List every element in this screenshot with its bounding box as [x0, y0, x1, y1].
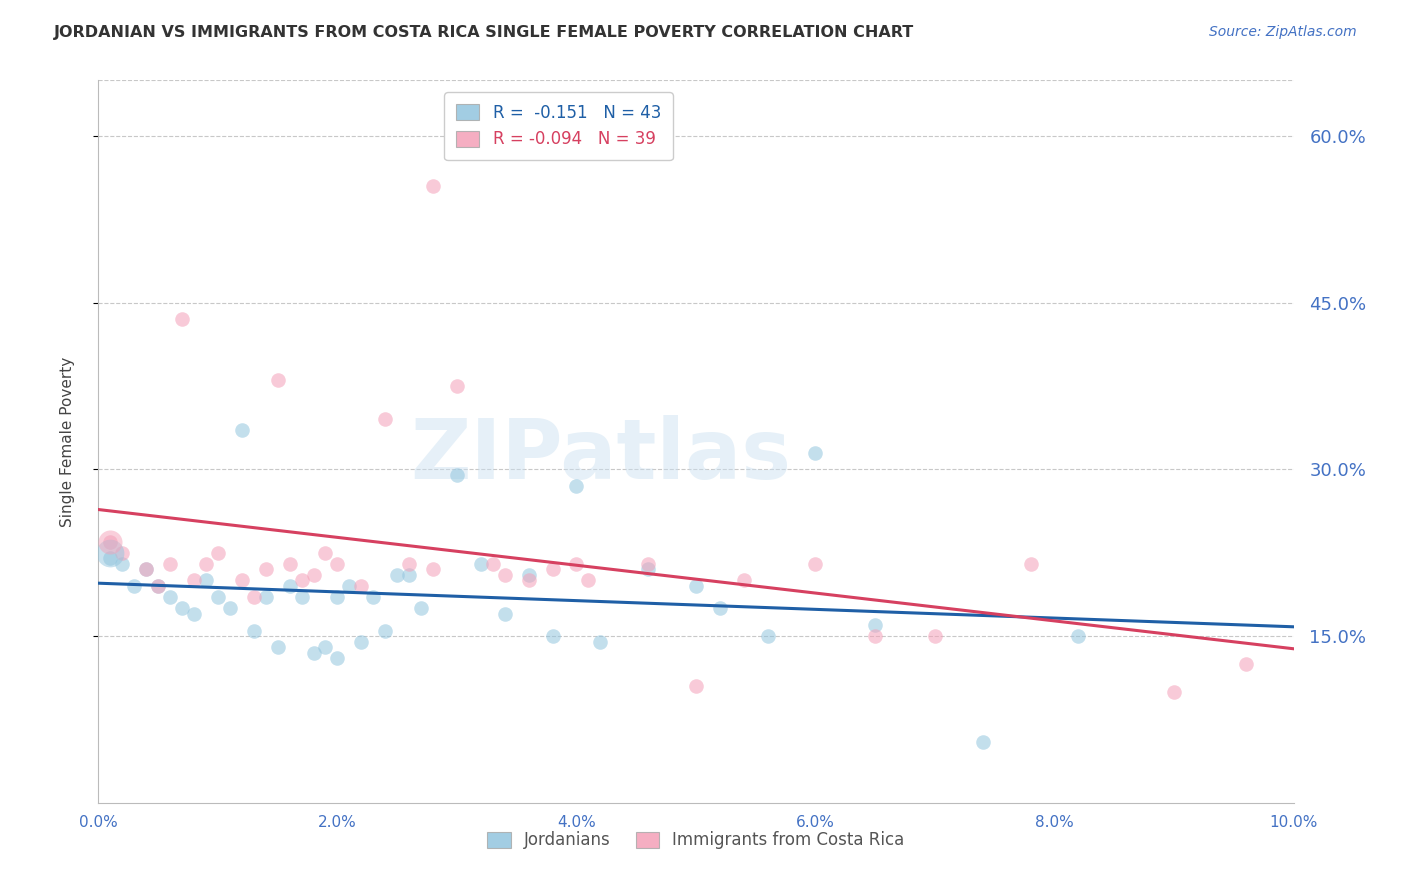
- Point: [159, 557, 181, 571]
- Point: [578, 574, 600, 588]
- Point: [302, 568, 325, 582]
- Point: [98, 534, 122, 549]
- Point: [148, 579, 170, 593]
- Point: [446, 467, 468, 482]
- Point: [231, 574, 253, 588]
- Point: [98, 546, 122, 560]
- Point: [422, 562, 444, 576]
- Point: [565, 479, 588, 493]
- Point: [685, 579, 707, 593]
- Point: [517, 568, 540, 582]
- Point: [1234, 657, 1257, 671]
- Point: [972, 734, 994, 748]
- Point: [541, 562, 564, 576]
- Point: [219, 601, 242, 615]
- Point: [865, 618, 887, 632]
- Point: [637, 562, 659, 576]
- Point: [422, 178, 444, 193]
- Point: [350, 634, 373, 648]
- Point: [398, 568, 420, 582]
- Point: [565, 557, 588, 571]
- Point: [374, 624, 396, 638]
- Point: [804, 445, 827, 459]
- Point: [267, 373, 290, 387]
- Point: [482, 557, 505, 571]
- Point: [302, 646, 325, 660]
- Point: [135, 562, 157, 576]
- Point: [804, 557, 827, 571]
- Point: [111, 546, 134, 560]
- Point: [494, 607, 516, 621]
- Point: [363, 590, 385, 604]
- Point: [291, 590, 314, 604]
- Point: [398, 557, 420, 571]
- Point: [709, 601, 731, 615]
- Text: ZIPatlas: ZIPatlas: [411, 416, 790, 497]
- Point: [254, 562, 277, 576]
- Point: [517, 574, 540, 588]
- Point: [446, 379, 468, 393]
- Point: [207, 590, 229, 604]
- Point: [278, 579, 301, 593]
- Point: [374, 412, 396, 426]
- Point: [685, 679, 707, 693]
- Point: [589, 634, 612, 648]
- Point: [637, 557, 659, 571]
- Text: Source: ZipAtlas.com: Source: ZipAtlas.com: [1209, 25, 1357, 39]
- Point: [183, 574, 205, 588]
- Point: [541, 629, 564, 643]
- Point: [243, 624, 266, 638]
- Point: [98, 551, 122, 566]
- Point: [207, 546, 229, 560]
- Point: [183, 607, 205, 621]
- Point: [243, 590, 266, 604]
- Point: [411, 601, 433, 615]
- Point: [195, 574, 218, 588]
- Point: [172, 312, 194, 326]
- Text: JORDANIAN VS IMMIGRANTS FROM COSTA RICA SINGLE FEMALE POVERTY CORRELATION CHART: JORDANIAN VS IMMIGRANTS FROM COSTA RICA …: [53, 25, 914, 40]
- Point: [172, 601, 194, 615]
- Point: [326, 557, 349, 571]
- Y-axis label: Single Female Poverty: Single Female Poverty: [60, 357, 75, 526]
- Point: [756, 629, 779, 643]
- Point: [326, 590, 349, 604]
- Point: [254, 590, 277, 604]
- Point: [350, 579, 373, 593]
- Point: [1019, 557, 1042, 571]
- Point: [733, 574, 755, 588]
- Point: [195, 557, 218, 571]
- Legend: Jordanians, Immigrants from Costa Rica: Jordanians, Immigrants from Costa Rica: [481, 824, 911, 856]
- Point: [1163, 684, 1185, 698]
- Point: [111, 557, 134, 571]
- Point: [148, 579, 170, 593]
- Point: [231, 424, 253, 438]
- Point: [98, 534, 122, 549]
- Point: [924, 629, 946, 643]
- Point: [278, 557, 301, 571]
- Point: [291, 574, 314, 588]
- Point: [315, 546, 337, 560]
- Point: [159, 590, 181, 604]
- Point: [470, 557, 492, 571]
- Point: [385, 568, 409, 582]
- Point: [1067, 629, 1090, 643]
- Point: [494, 568, 516, 582]
- Point: [135, 562, 157, 576]
- Point: [865, 629, 887, 643]
- Point: [326, 651, 349, 665]
- Point: [124, 579, 146, 593]
- Point: [315, 640, 337, 655]
- Point: [339, 579, 361, 593]
- Point: [267, 640, 290, 655]
